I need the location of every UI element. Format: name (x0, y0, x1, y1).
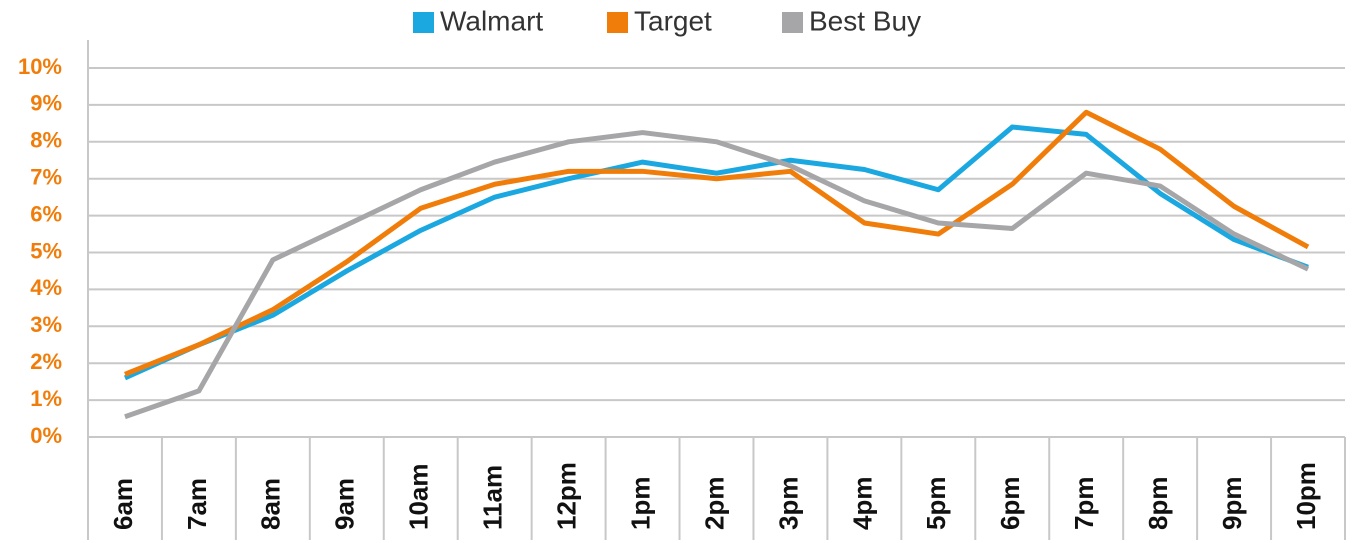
x-tick-label: 9am (330, 478, 360, 530)
y-tick-label: 6% (30, 201, 62, 226)
x-tick-label: 5pm (921, 477, 951, 530)
legend-swatch (782, 12, 803, 33)
x-tick-label: 9pm (1217, 477, 1247, 530)
x-tick-label: 2pm (699, 477, 729, 530)
x-tick-label: 7am (182, 478, 212, 530)
x-tick-label: 8am (256, 478, 286, 530)
y-tick-label: 1% (30, 386, 62, 411)
y-tick-label: 3% (30, 312, 62, 337)
y-tick-label: 0% (30, 423, 62, 448)
legend-label: Walmart (440, 5, 543, 36)
x-tick-label: 6am (108, 478, 138, 530)
x-tick-label: 12pm (551, 462, 581, 530)
legend-label: Best Buy (809, 5, 921, 36)
x-tick-label: 4pm (847, 477, 877, 530)
legend-label: Target (634, 5, 712, 36)
series-line (123, 124, 1309, 381)
x-tick-label: 10am (404, 464, 434, 531)
y-tick-label: 7% (30, 165, 62, 190)
x-tick-label: 11am (478, 465, 508, 530)
y-tick-label: 8% (30, 128, 62, 153)
x-tick-label: 10pm (1291, 462, 1321, 530)
series-line (124, 109, 1310, 377)
x-tick-label: 8pm (1143, 477, 1173, 530)
series-line (124, 130, 1310, 420)
y-tick-label: 10% (18, 54, 62, 79)
y-tick-label: 5% (30, 238, 62, 263)
legend-swatch (607, 12, 628, 33)
x-tick-label: 1pm (625, 477, 655, 530)
y-tick-label: 2% (30, 349, 62, 374)
x-tick-label: 6pm (995, 477, 1025, 530)
x-tick-label: 3pm (773, 477, 803, 530)
legend-swatch (413, 12, 434, 33)
x-tick-label: 7pm (1069, 477, 1099, 530)
y-tick-label: 9% (30, 91, 62, 116)
y-tick-label: 4% (30, 275, 62, 300)
